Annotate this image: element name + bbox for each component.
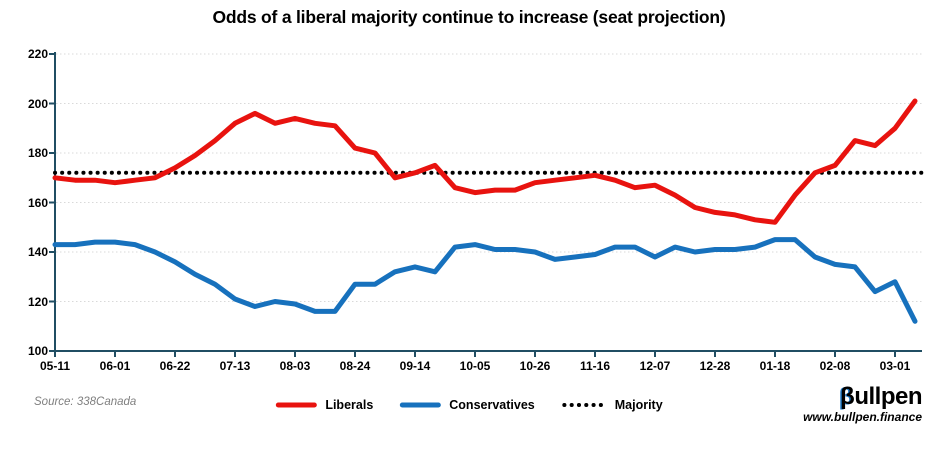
y-tick-label: 120	[27, 295, 48, 309]
y-tick-label: 100	[27, 344, 48, 358]
y-tick-label: 220	[27, 47, 48, 61]
legend-label-conservatives: Conservatives	[449, 398, 535, 412]
liberals-line	[52, 98, 918, 225]
x-tick-label: 06-22	[159, 359, 191, 373]
x-tick-label: 08-03	[279, 359, 311, 373]
legend-item-conservatives: Conservatives	[399, 398, 535, 412]
x-tick-label: 12-07	[639, 359, 671, 373]
legend-item-majority: Majority	[561, 398, 663, 412]
conservatives-line	[52, 237, 918, 324]
x-tick-label: 02-08	[819, 359, 851, 373]
x-tick-label: 05-11	[39, 359, 71, 373]
conservatives-line-swatch	[399, 402, 441, 408]
brand-beta-glyph: β	[840, 383, 855, 410]
legend-label-majority: Majority	[614, 398, 663, 412]
majority-line-swatch	[562, 403, 607, 407]
brand-rest: ullpen	[854, 383, 922, 410]
x-tick-label: 07-13	[219, 359, 251, 373]
legend-item-liberals: Liberals	[275, 398, 373, 412]
x-tick-label: 12-28	[699, 359, 731, 373]
x-tick-label: 06-01	[99, 359, 131, 373]
y-tick-label: 160	[27, 196, 48, 210]
liberals-line-swatch	[275, 402, 317, 408]
x-tick-label: 09-14	[399, 359, 431, 373]
bullpen-logo: βullpen www.bullpen.finance	[803, 384, 922, 425]
x-tick-label: 08-24	[339, 359, 371, 373]
legend-label-liberals: Liberals	[325, 398, 374, 412]
x-tick-label: 01-18	[759, 359, 791, 373]
chart-legend: Liberals Conservatives Majority	[275, 398, 663, 412]
x-tick-label: 11-16	[579, 359, 611, 373]
x-tick-label: 03-01	[879, 359, 911, 373]
y-tick-label: 140	[27, 245, 48, 259]
y-tick-label: 180	[27, 146, 48, 160]
chart-title: Odds of a liberal majority continue to i…	[212, 7, 726, 27]
x-tick-label: 10-05	[459, 359, 491, 373]
brand-name: βullpen	[803, 384, 922, 410]
source-note: Source: 338Canada	[34, 396, 137, 408]
brand-url: www.bullpen.finance	[803, 410, 922, 424]
y-tick-label: 200	[27, 97, 48, 111]
x-tick-label: 10-26	[519, 359, 551, 373]
